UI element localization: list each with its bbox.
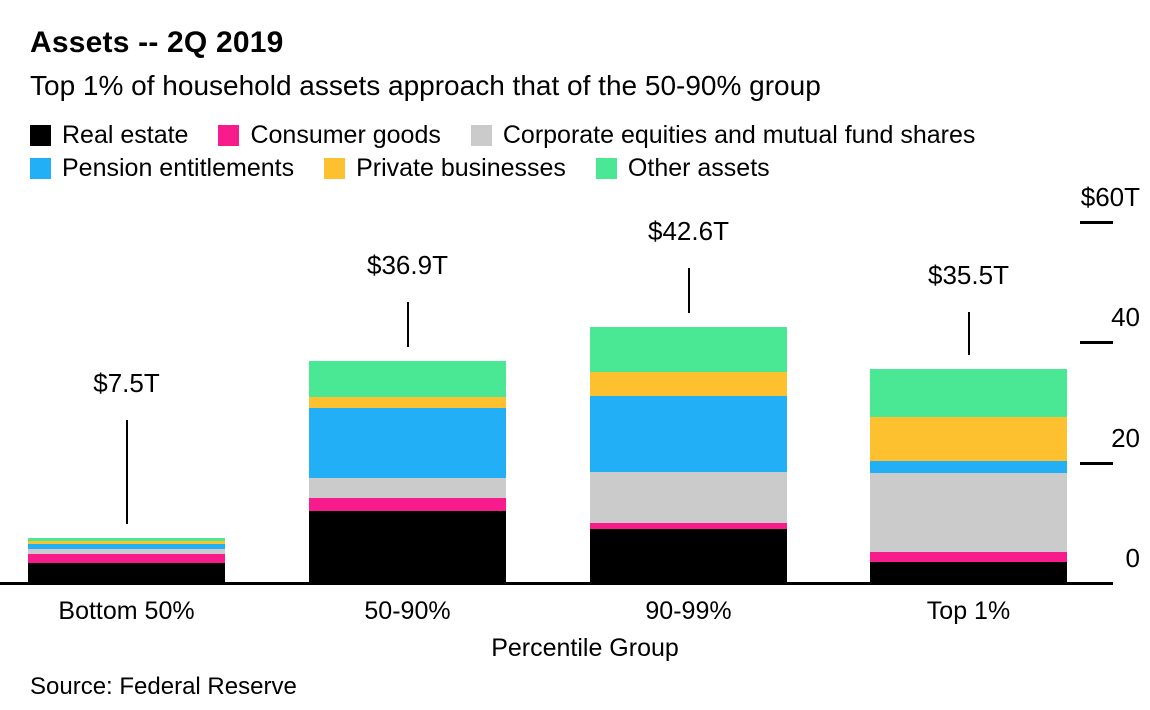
y-tick-mark-60 bbox=[1080, 220, 1113, 224]
bar-segment-other-assets-90-99 bbox=[590, 326, 787, 372]
y-tick-mark-40 bbox=[1080, 341, 1113, 345]
legend-item-real-estate: Real estate bbox=[30, 121, 188, 150]
bar-segment-private-businesses-90-99 bbox=[590, 371, 787, 397]
y-tick-mark-20 bbox=[1080, 461, 1113, 465]
x-tick-label-50-90: 50-90% bbox=[364, 597, 451, 625]
legend-label: Real estate bbox=[62, 121, 189, 149]
bar-segment-consumer-goods-bottom-50 bbox=[28, 553, 225, 564]
bar-segment-private-businesses-top-1 bbox=[870, 416, 1067, 462]
x-axis-line bbox=[0, 582, 1113, 585]
bar-segment-pension-entitlements-top-1 bbox=[870, 461, 1067, 474]
bar-segment-pension-entitlements-50-90 bbox=[309, 407, 506, 479]
legend-row-1: Real estate Consumer goods Corporate equit… bbox=[30, 121, 975, 150]
legend-row-2: Pension entitlements Private businesses Ot… bbox=[30, 154, 770, 183]
y-tick-label-60: $60T bbox=[1080, 181, 1140, 212]
legend-item-consumer-goods: Consumer goods bbox=[218, 121, 441, 150]
callout-line-90-99 bbox=[687, 268, 690, 313]
legend-label: Consumer goods bbox=[250, 121, 441, 149]
legend-item-pension-entitlements: Pension entitlements bbox=[30, 154, 294, 183]
total-label-50-90: $36.9T bbox=[367, 250, 448, 280]
legend-swatch-corporate-equities-and-mutual-fund-shares bbox=[470, 125, 492, 146]
bar-segment-private-businesses-bottom-50 bbox=[28, 541, 225, 544]
legend-item-corporate-equities-and-mutual-fund-shares: Corporate equities and mutual fund share… bbox=[470, 121, 976, 150]
bar-segment-consumer-goods-50-90 bbox=[309, 497, 506, 511]
legend-label: Corporate equities and mutual fund share… bbox=[502, 121, 976, 149]
bar-segment-corporate-equities-and-mutual-fund-shares-bottom-50 bbox=[28, 549, 225, 554]
total-label-bottom-50: $7.5T bbox=[93, 368, 160, 398]
y-tick-label-40: 40 bbox=[1111, 302, 1140, 333]
y-tick-label-20: 20 bbox=[1111, 422, 1140, 453]
legend-label: Other assets bbox=[627, 154, 770, 182]
legend-swatch-pension-entitlements bbox=[30, 158, 51, 179]
legend-item-private-businesses: Private businesses bbox=[324, 154, 566, 183]
callout-line-bottom-50 bbox=[125, 420, 128, 524]
bar-segment-real-estate-90-99 bbox=[590, 529, 787, 583]
callout-line-50-90 bbox=[406, 302, 409, 347]
callout-line-top-1 bbox=[967, 312, 970, 356]
x-tick-label-bottom-50: Bottom 50% bbox=[58, 597, 195, 625]
legend-label: Private businesses bbox=[356, 154, 566, 182]
legend-swatch-consumer-goods bbox=[218, 125, 240, 146]
legend-item-other-assets: Other assets bbox=[595, 154, 770, 183]
y-tick-label-0: 0 bbox=[1125, 543, 1140, 573]
bar-segment-real-estate-50-90 bbox=[309, 510, 506, 583]
bar-segment-consumer-goods-90-99 bbox=[590, 522, 787, 530]
legend-swatch-real-estate bbox=[30, 125, 51, 146]
bar-segment-other-assets-bottom-50 bbox=[28, 537, 225, 542]
bar-segment-pension-entitlements-90-99 bbox=[590, 396, 787, 472]
source-note: Source: Federal Reserve bbox=[30, 673, 297, 700]
x-tick-label-top-1: Top 1% bbox=[926, 597, 1011, 625]
legend-label: Pension entitlements bbox=[62, 154, 295, 182]
bar-segment-real-estate-top-1 bbox=[870, 561, 1067, 583]
bar-segment-corporate-equities-and-mutual-fund-shares-90-99 bbox=[590, 471, 787, 523]
x-axis-title: Percentile Group bbox=[491, 634, 679, 662]
bar-segment-real-estate-bottom-50 bbox=[28, 563, 225, 583]
bar-segment-other-assets-top-1 bbox=[870, 369, 1067, 417]
x-tick-label-90-99: 90-99% bbox=[645, 597, 732, 625]
total-label-top-1: $35.5T bbox=[928, 260, 1009, 290]
bar-segment-consumer-goods-top-1 bbox=[870, 551, 1067, 562]
chart-title: Assets -- 2Q 2019 bbox=[30, 26, 284, 59]
bar-segment-corporate-equities-and-mutual-fund-shares-50-90 bbox=[309, 478, 506, 498]
bar-segment-other-assets-50-90 bbox=[309, 360, 506, 398]
bar-segment-pension-entitlements-bottom-50 bbox=[28, 543, 225, 550]
legend-swatch-private-businesses bbox=[324, 158, 346, 179]
bar-segment-private-businesses-50-90 bbox=[309, 397, 506, 408]
bar-segment-corporate-equities-and-mutual-fund-shares-top-1 bbox=[870, 473, 1067, 552]
chart-subtitle: Top 1% of household assets approach that… bbox=[30, 70, 821, 101]
total-label-90-99: $42.6T bbox=[648, 216, 729, 246]
legend-swatch-other-assets bbox=[595, 158, 617, 179]
